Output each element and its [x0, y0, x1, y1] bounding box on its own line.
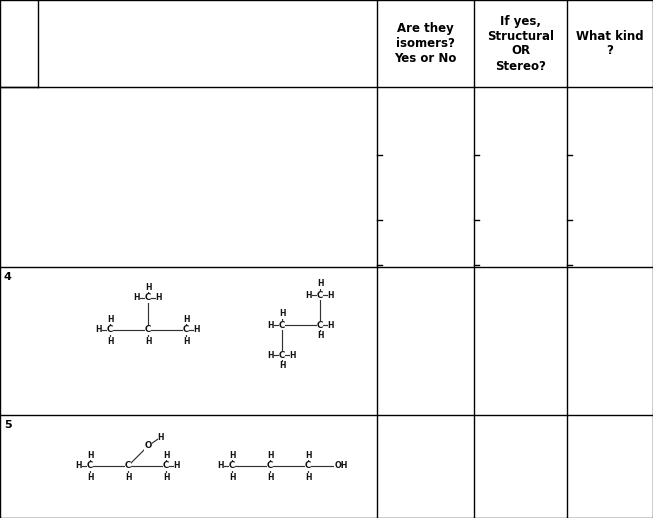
Text: C: C	[317, 321, 323, 329]
Text: If yes,
Structural
OR
Stereo?: If yes, Structural OR Stereo?	[487, 15, 554, 73]
Text: H: H	[163, 451, 169, 459]
Text: H: H	[96, 325, 103, 335]
Text: H: H	[145, 282, 151, 292]
Text: H: H	[305, 451, 311, 459]
Text: H: H	[174, 462, 180, 470]
Text: H: H	[268, 351, 274, 359]
Text: H: H	[194, 325, 200, 335]
Text: H: H	[156, 294, 162, 303]
Text: C: C	[87, 462, 93, 470]
Text: C: C	[163, 462, 169, 470]
Text: H: H	[266, 451, 273, 459]
Text: C: C	[279, 351, 285, 359]
Text: C: C	[145, 294, 151, 303]
Text: H: H	[87, 472, 93, 482]
Text: C: C	[107, 325, 113, 335]
Text: H: H	[266, 472, 273, 482]
Text: C: C	[267, 462, 273, 470]
Text: H: H	[279, 309, 285, 319]
Text: H: H	[125, 472, 131, 482]
Text: C: C	[305, 462, 311, 470]
Text: H: H	[76, 462, 82, 470]
Text: H: H	[268, 321, 274, 329]
Text: H: H	[279, 362, 285, 370]
Text: H: H	[328, 321, 334, 329]
Text: H: H	[106, 337, 113, 346]
Text: H: H	[305, 472, 311, 482]
Text: H: H	[317, 332, 323, 340]
Text: H: H	[306, 291, 312, 299]
Text: Are they
isomers?
Yes or No: Are they isomers? Yes or No	[394, 22, 457, 65]
Text: 4: 4	[4, 272, 12, 282]
Text: H: H	[217, 462, 224, 470]
Text: H: H	[145, 337, 151, 346]
Text: H: H	[158, 433, 165, 441]
Text: H: H	[317, 280, 323, 289]
Text: H: H	[163, 472, 169, 482]
Text: H: H	[183, 337, 189, 346]
Text: H: H	[87, 451, 93, 459]
Text: C: C	[183, 325, 189, 335]
Text: C: C	[125, 462, 131, 470]
Text: H: H	[134, 294, 140, 303]
Text: O: O	[144, 441, 151, 451]
Text: H: H	[106, 314, 113, 324]
Text: C: C	[317, 291, 323, 299]
Text: H: H	[328, 291, 334, 299]
Text: C: C	[279, 321, 285, 329]
Text: H: H	[290, 351, 296, 359]
Text: What kind
?: What kind ?	[576, 30, 644, 57]
Text: H: H	[183, 314, 189, 324]
Text: C: C	[229, 462, 235, 470]
Text: H: H	[229, 451, 235, 459]
Text: H: H	[229, 472, 235, 482]
Text: 5: 5	[4, 420, 12, 430]
Text: C: C	[145, 325, 151, 335]
Text: OH: OH	[334, 462, 348, 470]
